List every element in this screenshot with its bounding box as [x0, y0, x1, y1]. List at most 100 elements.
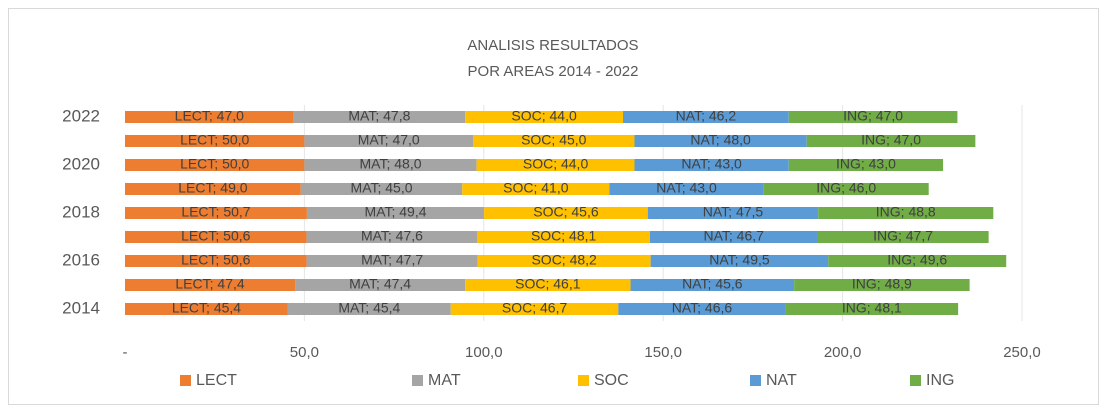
bar-segment — [287, 303, 451, 315]
bar-segment — [794, 279, 970, 291]
bar-segment — [477, 255, 651, 267]
data-label: ING; 43,0 — [836, 156, 896, 172]
legend-label: ING — [926, 372, 954, 389]
bar-segment — [306, 207, 485, 219]
data-label: MAT; 45,0 — [351, 180, 413, 196]
data-label: ING; 48,8 — [876, 204, 936, 220]
legend-swatch — [750, 375, 761, 386]
bar-segment — [125, 159, 305, 171]
bar-segment — [306, 255, 478, 267]
bar-segment — [647, 207, 819, 219]
data-label: MAT; 47,6 — [361, 228, 423, 244]
legend-swatch — [910, 375, 921, 386]
data-label: SOC; 48,2 — [531, 252, 597, 268]
x-tick-label: 150,0 — [644, 344, 682, 361]
y-tick-label: 2014 — [62, 298, 100, 317]
x-tick-label: - — [123, 344, 128, 361]
bar-segment — [465, 279, 631, 291]
data-label: MAT; 48,0 — [360, 156, 422, 172]
bar-segment — [462, 183, 610, 195]
bar-segment — [618, 303, 786, 315]
data-label: SOC; 46,7 — [502, 300, 568, 316]
data-label: ING; 49,6 — [887, 252, 947, 268]
data-label: NAT; 46,7 — [703, 228, 764, 244]
bar-segment — [476, 159, 635, 171]
legend-label: MAT — [428, 372, 461, 389]
data-label: NAT; 46,2 — [676, 108, 737, 124]
chart-frame — [8, 8, 1099, 405]
data-label: ING; 47,0 — [861, 132, 921, 148]
bar-segment — [630, 279, 795, 291]
data-label: SOC; 44,0 — [511, 108, 577, 124]
data-label: LECT; 50,6 — [181, 228, 250, 244]
bar-segment — [623, 111, 789, 123]
bar-segment — [785, 303, 959, 315]
data-label: SOC; 46,1 — [515, 276, 581, 292]
data-label: LECT; 47,4 — [175, 276, 244, 292]
data-label: LECT; 49,0 — [178, 180, 247, 196]
data-label: MAT; 47,4 — [349, 276, 411, 292]
x-tick-label: 200,0 — [824, 344, 862, 361]
bar-segment — [125, 207, 307, 219]
bar-segment — [293, 111, 466, 123]
legend-label: NAT — [766, 372, 797, 389]
bar-segment — [818, 207, 994, 219]
data-label: SOC; 45,6 — [533, 204, 599, 220]
bar-segment — [817, 231, 989, 243]
bar-segment — [300, 183, 463, 195]
x-tick-label: 50,0 — [290, 344, 319, 361]
data-label: NAT; 48,0 — [690, 132, 751, 148]
bar-segment — [788, 111, 958, 123]
data-label: NAT; 49,5 — [709, 252, 770, 268]
data-label: MAT; 47,8 — [348, 108, 410, 124]
data-label: ING; 48,1 — [842, 300, 902, 316]
data-label: ING; 46,0 — [816, 180, 876, 196]
bar-segment — [125, 279, 296, 291]
chart-title: POR AREAS 2014 - 2022 — [468, 63, 639, 80]
bar-segment — [125, 255, 307, 267]
bar-segment — [125, 231, 307, 243]
bar-segment — [609, 183, 764, 195]
bar-segment — [473, 135, 635, 147]
chart-title: ANALISIS RESULTADOS — [467, 37, 638, 54]
bar-segment — [125, 303, 288, 315]
data-label: MAT; 47,0 — [358, 132, 420, 148]
data-label: SOC; 45,0 — [521, 132, 587, 148]
bar-segment — [649, 231, 818, 243]
legend-label: LECT — [196, 372, 237, 389]
data-label: ING; 47,7 — [873, 228, 933, 244]
data-label: MAT; 47,7 — [361, 252, 423, 268]
bar-segment — [295, 279, 466, 291]
data-label: NAT; 47,5 — [703, 204, 764, 220]
data-label: SOC; 41,0 — [503, 180, 569, 196]
legend-swatch — [180, 375, 191, 386]
bar-segment — [125, 183, 301, 195]
bar-segment — [484, 207, 648, 219]
y-tick-label: 2016 — [62, 250, 100, 269]
data-label: SOC; 48,1 — [531, 228, 597, 244]
bar-segment — [306, 231, 478, 243]
legend-swatch — [578, 375, 589, 386]
data-label: NAT; 43,0 — [656, 180, 717, 196]
data-label: ING; 47,0 — [843, 108, 903, 124]
bar-segment — [465, 111, 624, 123]
bar-segment — [634, 159, 789, 171]
x-tick-label: 100,0 — [465, 344, 503, 361]
y-tick-label: 2020 — [62, 154, 100, 173]
legend-label: SOC — [594, 372, 629, 389]
data-label: SOC; 44,0 — [523, 156, 589, 172]
data-label: LECT; 50,0 — [180, 156, 249, 172]
data-label: NAT; 43,0 — [681, 156, 742, 172]
bar-segment — [650, 255, 829, 267]
bar-segment — [634, 135, 807, 147]
legend-swatch — [412, 375, 423, 386]
bar-segment — [304, 135, 474, 147]
bar-segment — [806, 135, 976, 147]
data-label: LECT; 47,0 — [175, 108, 244, 124]
data-label: NAT; 46,6 — [672, 300, 733, 316]
bar-segment — [450, 303, 619, 315]
y-tick-label: 2018 — [62, 202, 100, 221]
bar-segment — [304, 159, 477, 171]
bar-segment — [788, 159, 944, 171]
bar-segment — [477, 231, 650, 243]
